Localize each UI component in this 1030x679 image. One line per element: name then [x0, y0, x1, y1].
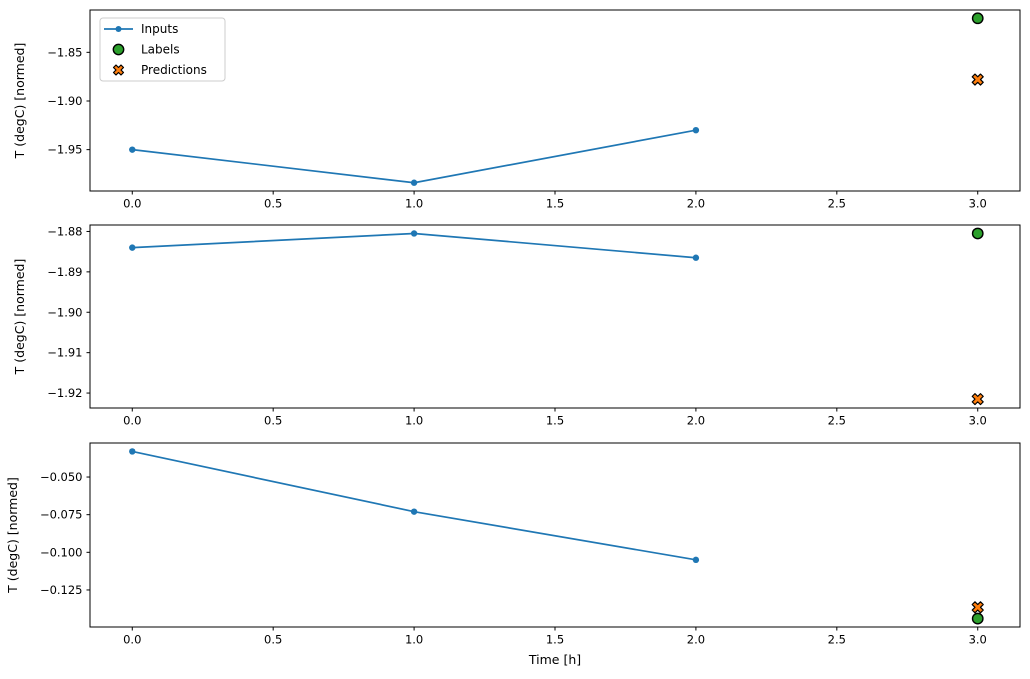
x-tick-label: 1.0: [405, 633, 423, 647]
x-tick-label: 2.5: [828, 197, 846, 211]
x-tick-label: 0.5: [264, 414, 282, 428]
subplot-3: 0.0 0.5 1.0 1.5 2.0 2.5 3.0 −0.050 −0.075 −0.100 −…: [5, 442, 1021, 667]
x-tick-label: 1.5: [546, 414, 564, 428]
x-tick-label: 2.0: [687, 414, 705, 428]
x-tick-label: 0.0: [123, 197, 141, 211]
y-axis-label: T (degC) [normed]: [12, 259, 27, 376]
x-tick-label: 3.0: [969, 633, 987, 647]
y-tick-label: −1.90: [47, 94, 82, 108]
input-point-marker: [410, 230, 418, 237]
x-tick-label: 1.0: [405, 414, 423, 428]
legend: Inputs Labels Predictions: [99, 17, 226, 82]
x-tick-label: 0.5: [264, 633, 282, 647]
x-tick-label: 1.0: [405, 197, 423, 211]
y-tick-label: −0.125: [40, 583, 83, 597]
input-point-marker: [692, 254, 700, 261]
legend-box: [99, 17, 226, 82]
legend-entry-label: Labels: [141, 43, 180, 57]
x-tick-label: 2.5: [828, 633, 846, 647]
y-tick-label: −1.85: [47, 45, 82, 59]
axes-spines: [89, 224, 1021, 409]
subplot-2: 0.0 0.5 1.0 1.5 2.0 2.5 3.0 −1.88 −1.89 −1.90 −1.9…: [12, 224, 1021, 428]
x-tick-label: 0.0: [123, 414, 141, 428]
x-tick-label: 2.0: [687, 633, 705, 647]
x-tick-label: 3.0: [969, 197, 987, 211]
y-tick-label: −1.91: [47, 346, 82, 360]
input-point-marker: [692, 126, 700, 134]
x-tick-label: 1.5: [546, 197, 564, 211]
input-point-marker: [692, 556, 700, 564]
subplot-1: 0.0 0.5 1.0 1.5 2.0 2.5 3.0 −1.85 −1.90 −1.95 T (d…: [12, 9, 1021, 211]
x-axis-label: Time [h]: [528, 652, 581, 667]
y-tick-label: −0.075: [40, 508, 83, 522]
axes-spines: [89, 9, 1021, 192]
input-point-marker: [410, 179, 418, 186]
y-tick-label: −1.89: [47, 265, 82, 279]
y-tick-label: −0.100: [40, 545, 83, 559]
input-point-marker: [410, 508, 418, 515]
labels-marker: [971, 227, 984, 240]
y-tick-label: −0.050: [40, 470, 83, 484]
y-tick-label: −1.92: [47, 386, 82, 400]
predictions-marker: [971, 393, 984, 406]
labels-marker: [971, 12, 984, 25]
x-tick-label: 0.5: [264, 197, 282, 211]
x-tick-label: 0.0: [123, 633, 141, 647]
y-axis-label: T (degC) [normed]: [5, 477, 20, 594]
legend-labels-circle-icon: [112, 43, 125, 56]
input-point-marker: [129, 244, 136, 251]
input-point-marker: [129, 146, 136, 153]
legend-entry-label: Predictions: [141, 63, 207, 77]
y-axis-label: T (degC) [normed]: [12, 43, 27, 160]
y-tick-label: −1.90: [47, 305, 82, 319]
predictions-marker: [971, 601, 984, 614]
predictions-marker: [971, 73, 984, 86]
input-point-marker: [129, 448, 136, 455]
legend-predictions-x-icon: [112, 64, 125, 76]
x-tick-label: 2.0: [687, 197, 705, 211]
x-tick-label: 1.5: [546, 633, 564, 647]
legend-inputs-dot-icon: [115, 26, 122, 32]
labels-marker: [971, 612, 984, 625]
y-tick-label: −1.95: [47, 143, 82, 157]
x-tick-label: 2.5: [828, 414, 846, 428]
y-tick-label: −1.88: [47, 224, 82, 238]
x-tick-label: 3.0: [969, 414, 987, 428]
legend-entry-label: Inputs: [141, 22, 178, 36]
